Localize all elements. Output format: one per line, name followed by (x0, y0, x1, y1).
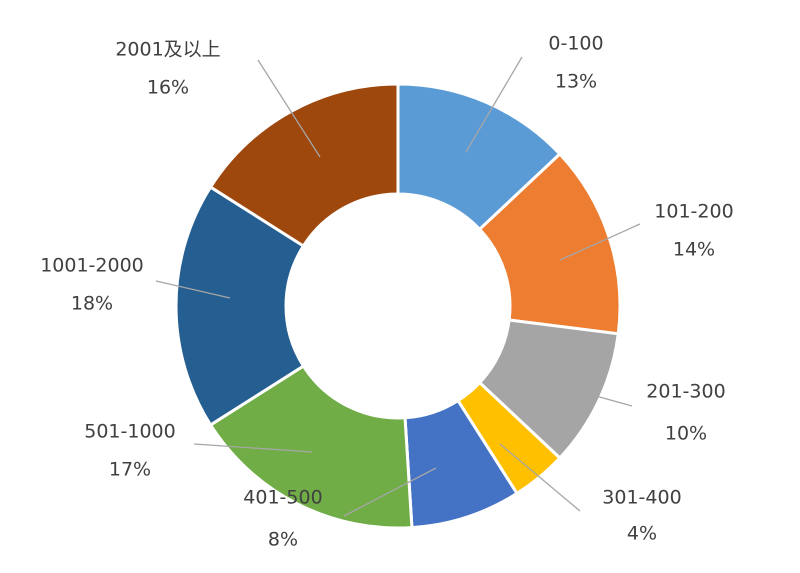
percent-label-1001-2000: 18% (71, 293, 113, 315)
leader-line-2001及以上 (257, 59, 321, 158)
leader-lines-layer (155, 56, 641, 517)
percent-label-2001及以上: 16% (147, 77, 189, 99)
category-label-301-400: 301-400 (602, 487, 681, 509)
percent-label-301-400: 4% (627, 523, 657, 545)
slice-2001及以上 (208, 82, 400, 249)
percent-label-401-500: 8% (268, 529, 298, 551)
data-labels-layer: 0-100 13% 101-200 14% 201-300 10% 301-400 4% 401… (40, 33, 733, 551)
category-label-0-100: 0-100 (548, 33, 603, 55)
slice-501-1000 (208, 363, 414, 530)
category-label-201-300: 201-300 (646, 381, 725, 403)
percent-label-201-300: 10% (665, 423, 707, 445)
category-label-2001及以上: 2001及以上 (115, 39, 220, 61)
category-label-101-200: 101-200 (654, 201, 733, 223)
leader-line-401-500 (343, 467, 437, 517)
leader-line-501-1000 (193, 443, 313, 453)
leader-line-0-100 (465, 56, 523, 153)
leader-line-201-300 (595, 395, 633, 407)
percent-label-501-1000: 17% (109, 459, 151, 481)
leader-line-1001-2000 (155, 280, 231, 299)
percent-label-101-200: 14% (673, 239, 715, 261)
category-label-501-1000: 501-1000 (84, 421, 175, 443)
slices-layer (174, 82, 622, 530)
category-label-401-500: 401-500 (243, 487, 322, 509)
slice-1001-2000 (174, 184, 306, 428)
leader-line-301-400 (499, 443, 581, 512)
category-label-1001-2000: 1001-2000 (40, 255, 144, 277)
leader-line-101-200 (559, 223, 641, 261)
percent-label-0-100: 13% (555, 71, 597, 93)
